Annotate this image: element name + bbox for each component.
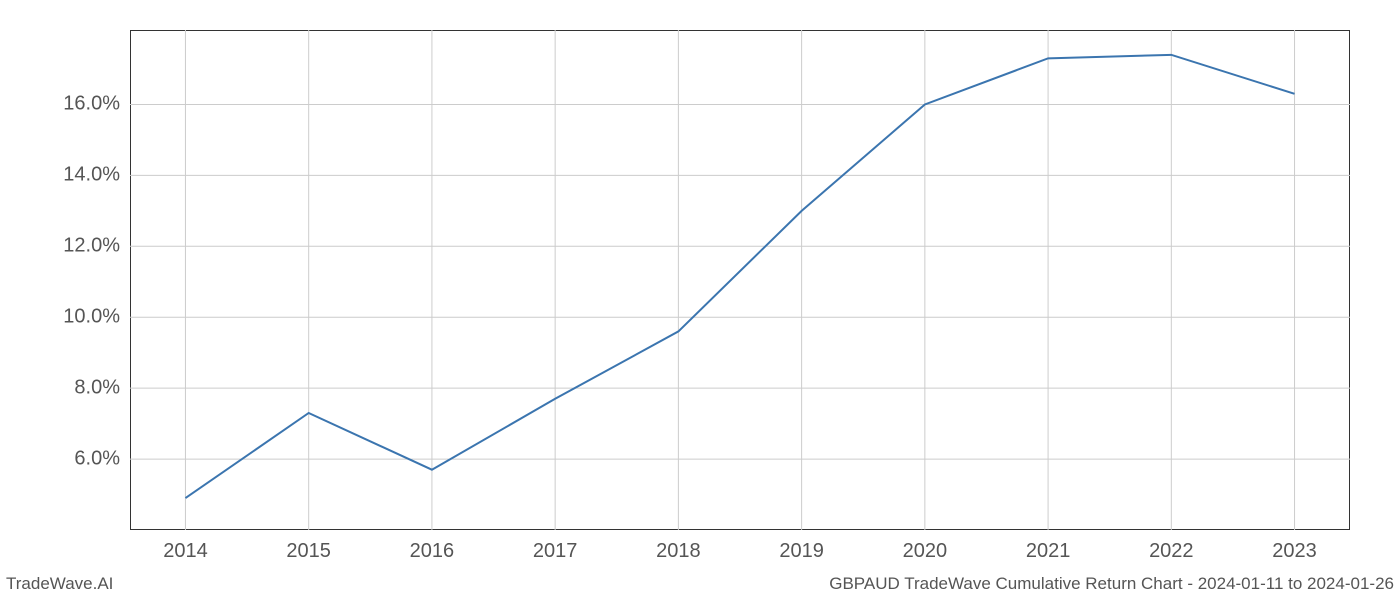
footer-right-text: GBPAUD TradeWave Cumulative Return Chart…: [829, 574, 1394, 594]
y-tick-label: 12.0%: [40, 235, 120, 258]
y-tick-label: 10.0%: [40, 306, 120, 329]
x-tick-label: 2015: [286, 540, 331, 563]
y-tick-label: 14.0%: [40, 164, 120, 187]
y-tick-label: 6.0%: [40, 448, 120, 471]
y-tick-label: 16.0%: [40, 93, 120, 116]
x-tick-label: 2017: [533, 540, 578, 563]
x-tick-label: 2014: [163, 540, 208, 563]
chart-container: [130, 30, 1350, 530]
y-tick-label: 8.0%: [40, 377, 120, 400]
chart-svg: [130, 30, 1350, 530]
x-tick-label: 2023: [1272, 540, 1317, 563]
data-line: [185, 55, 1294, 498]
x-tick-label: 2020: [903, 540, 948, 563]
x-tick-label: 2022: [1149, 540, 1194, 563]
x-tick-label: 2019: [779, 540, 824, 563]
x-tick-label: 2016: [410, 540, 455, 563]
x-tick-label: 2018: [656, 540, 701, 563]
footer-left-text: TradeWave.AI: [6, 574, 113, 594]
x-tick-label: 2021: [1026, 540, 1071, 563]
